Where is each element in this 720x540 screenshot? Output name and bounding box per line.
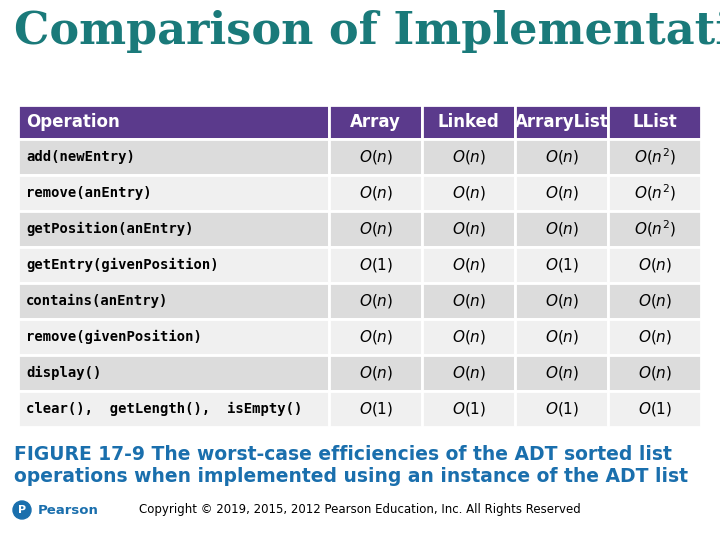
Text: $O(1)$: $O(1)$ [638, 400, 672, 418]
Text: $O(n)$: $O(n)$ [359, 328, 393, 346]
Bar [608, 283, 701, 319]
Text: $O(n)$: $O(n)$ [638, 256, 672, 274]
Text: $O(n)$: $O(n)$ [545, 292, 579, 310]
Bar [329, 139, 422, 175]
Text: $O(1)$: $O(1)$ [451, 400, 486, 418]
Text: $O(n)$: $O(n)$ [359, 220, 393, 238]
Text: $O(n)$: $O(n)$ [359, 364, 393, 382]
Bar [608, 355, 701, 391]
Bar [516, 175, 608, 211]
Bar [422, 391, 516, 427]
Bar [18, 355, 329, 391]
Text: getPosition(anEntry): getPosition(anEntry) [26, 222, 194, 236]
Text: $O(n)$: $O(n)$ [638, 364, 672, 382]
Circle shape [13, 501, 31, 519]
Bar [329, 391, 422, 427]
Text: $O(n)$: $O(n)$ [451, 256, 486, 274]
Text: remove(givenPosition): remove(givenPosition) [26, 330, 202, 344]
Bar [18, 139, 329, 175]
Text: Linked: Linked [438, 113, 500, 131]
Bar [18, 247, 329, 283]
Text: contains(anEntry): contains(anEntry) [26, 294, 168, 308]
Text: $O(n)$: $O(n)$ [545, 328, 579, 346]
Text: clear(),  getLength(),  isEmpty(): clear(), getLength(), isEmpty() [26, 402, 302, 416]
Text: $O(n)$: $O(n)$ [451, 148, 486, 166]
Bar [422, 139, 516, 175]
Bar [422, 105, 516, 139]
Bar [516, 211, 608, 247]
Bar [608, 247, 701, 283]
Text: $O(n)$: $O(n)$ [451, 328, 486, 346]
Text: FIGURE 17-9 The worst-case efficiencies of the ADT sorted list: FIGURE 17-9 The worst-case efficiencies … [14, 445, 672, 464]
Bar [422, 319, 516, 355]
Text: $O(n)$: $O(n)$ [545, 184, 579, 202]
Text: operations when implemented using an instance of the ADT list: operations when implemented using an ins… [14, 467, 688, 486]
Text: $O(1)$: $O(1)$ [359, 400, 393, 418]
Text: $O(n^2)$: $O(n^2)$ [634, 219, 676, 239]
Text: display(): display() [26, 366, 102, 380]
Bar [329, 211, 422, 247]
Text: $O(n)$: $O(n)$ [451, 184, 486, 202]
Text: $O(n)$: $O(n)$ [359, 292, 393, 310]
Bar [422, 211, 516, 247]
Bar [18, 211, 329, 247]
Bar [608, 105, 701, 139]
Text: LList: LList [632, 113, 678, 131]
Bar [329, 247, 422, 283]
Bar [329, 105, 422, 139]
Bar [329, 175, 422, 211]
Bar [422, 283, 516, 319]
Bar [608, 391, 701, 427]
Bar [608, 211, 701, 247]
Bar [18, 283, 329, 319]
Text: Copyright © 2019, 2015, 2012 Pearson Education, Inc. All Rights Reserved: Copyright © 2019, 2015, 2012 Pearson Edu… [139, 503, 581, 516]
Text: $O(n)$: $O(n)$ [638, 292, 672, 310]
Bar [422, 247, 516, 283]
Text: P: P [18, 505, 26, 515]
Bar [516, 283, 608, 319]
Text: add(newEntry): add(newEntry) [26, 150, 135, 164]
Text: Comparison of Implementations: Comparison of Implementations [14, 10, 720, 53]
Bar [422, 355, 516, 391]
Text: Operation: Operation [26, 113, 120, 131]
Text: Array: Array [351, 113, 401, 131]
Bar [18, 105, 329, 139]
Bar [516, 355, 608, 391]
Text: $O(n)$: $O(n)$ [545, 220, 579, 238]
Text: remove(anEntry): remove(anEntry) [26, 186, 152, 200]
Text: getEntry(givenPosition): getEntry(givenPosition) [26, 258, 219, 272]
Bar [422, 175, 516, 211]
Bar [18, 391, 329, 427]
Text: $O(n)$: $O(n)$ [638, 328, 672, 346]
Text: $O(n)$: $O(n)$ [545, 364, 579, 382]
Text: $O(n)$: $O(n)$ [451, 292, 486, 310]
Bar [516, 105, 608, 139]
Bar [516, 391, 608, 427]
Bar [329, 283, 422, 319]
Bar [18, 175, 329, 211]
Bar [329, 319, 422, 355]
Bar [516, 247, 608, 283]
Bar [516, 139, 608, 175]
Text: $O(1)$: $O(1)$ [359, 256, 393, 274]
Bar [329, 355, 422, 391]
Text: $O(n)$: $O(n)$ [359, 184, 393, 202]
Bar [608, 139, 701, 175]
Text: $O(n^2)$: $O(n^2)$ [634, 183, 676, 204]
Bar [516, 319, 608, 355]
Text: $O(n)$: $O(n)$ [451, 220, 486, 238]
Bar [608, 175, 701, 211]
Text: $O(n)$: $O(n)$ [451, 364, 486, 382]
Text: $O(1)$: $O(1)$ [544, 256, 579, 274]
Text: Pearson: Pearson [38, 503, 99, 516]
Text: $O(1)$: $O(1)$ [544, 400, 579, 418]
Text: $O(n)$: $O(n)$ [359, 148, 393, 166]
Bar [18, 319, 329, 355]
Text: $O(n)$: $O(n)$ [545, 148, 579, 166]
Text: $O(n^2)$: $O(n^2)$ [634, 147, 676, 167]
Bar [608, 319, 701, 355]
Text: ArraryList: ArraryList [515, 113, 608, 131]
